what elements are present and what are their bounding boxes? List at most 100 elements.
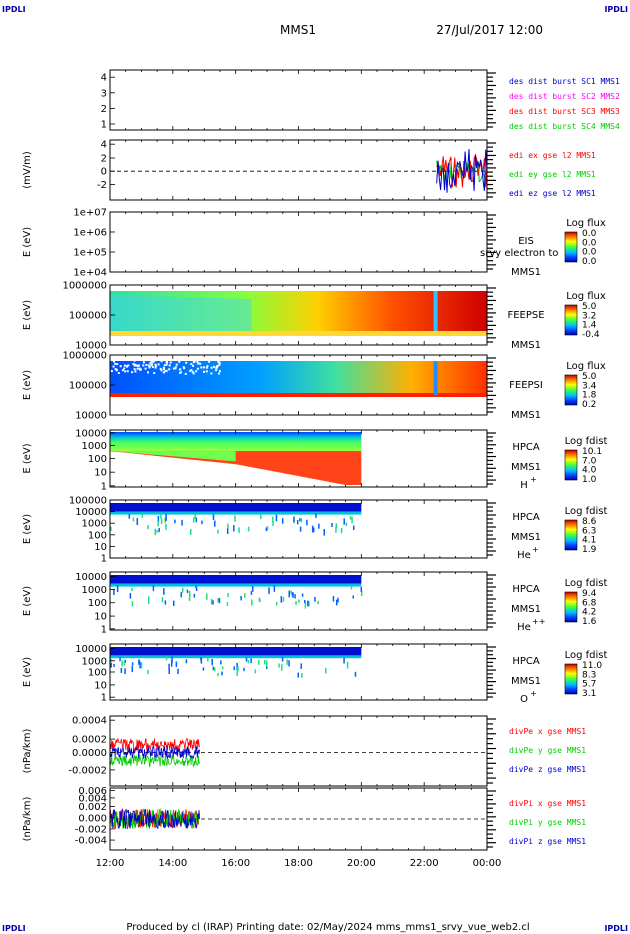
hpca-scatter	[160, 518, 163, 525]
hpca-scatter	[165, 523, 167, 530]
hpca-scatter	[290, 590, 292, 595]
hpca-scatter	[308, 601, 310, 607]
hpca-scatter	[181, 519, 183, 526]
panel-des: 4 3 2 1 des dist burst SC1 MMS1 des dist burs…	[101, 69, 620, 131]
y-axis-label: E (eV)	[22, 586, 33, 616]
feepsi-noise	[183, 367, 186, 370]
y-tick-label: 1	[101, 693, 107, 704]
y-axis-label: E (eV)	[22, 227, 33, 257]
hpca-scatter	[281, 656, 284, 662]
hpca-edge-band	[110, 583, 362, 587]
feepsi-noise	[216, 365, 219, 368]
hpca-scatter	[332, 596, 335, 602]
feepsi-noise	[131, 371, 134, 374]
legend-entry: divPe y gse MMS1	[509, 746, 586, 755]
feepsi-noise	[117, 372, 120, 375]
feepsi-noise	[184, 372, 187, 375]
colorbar-tick-label: -0.4	[582, 330, 600, 340]
feepsi-noise	[179, 371, 182, 374]
colorbar-tick-label: 0.0	[582, 248, 597, 258]
feepsi-noise	[142, 361, 145, 364]
hpca-scatter	[298, 599, 300, 603]
footer-credit: Produced by cl (IRAP) Printing date: 02/…	[126, 922, 529, 933]
panel-feepse: 1000000 100000 10000 E (eV) FEEPSE MMS1 Log fl…	[22, 281, 606, 352]
hpca-scatter	[113, 589, 115, 596]
feepsi-noise	[135, 364, 138, 367]
hpca-scatter	[175, 661, 178, 667]
feepsi-noise	[160, 369, 163, 372]
hpca-scatter	[272, 520, 274, 527]
y-tick-label: 1	[101, 624, 107, 635]
colorbar-title: Log fdist	[565, 650, 608, 661]
hpca-scatter	[192, 517, 195, 523]
hpca-scatter	[141, 513, 143, 518]
feepsi-noise	[125, 365, 128, 368]
feepsi-noise	[154, 365, 157, 368]
hpca-scatter	[288, 660, 290, 667]
colorbar-title: Log flux	[566, 218, 606, 229]
colorbar-tick-label: 1.6	[582, 617, 597, 627]
plot-frame	[109, 139, 488, 201]
series-y	[109, 753, 200, 768]
hpca-scatter	[131, 587, 133, 592]
hpca-scatter	[156, 529, 158, 534]
y-tick-label: 10000	[75, 341, 107, 352]
colorbar-tick-label: 6.3	[582, 526, 596, 536]
feepsi-noise	[113, 360, 116, 363]
time-tick-label: 16:00	[221, 858, 250, 869]
colorbar-tick-label: 10.1	[582, 447, 602, 457]
hpca-scatter	[317, 600, 319, 605]
hpca-scatter	[335, 523, 338, 528]
y-tick-label: 0.0004	[72, 716, 107, 727]
hpca-scatter	[128, 514, 131, 519]
corner-label-tl: IPDLI	[2, 5, 26, 14]
y-tick-label: 10	[94, 680, 107, 691]
feepsi-noise	[152, 360, 155, 363]
hpca-green-region	[110, 451, 236, 462]
species-label: H	[520, 480, 528, 491]
colorbar-title: Log fdist	[565, 436, 608, 447]
feepsi-noise	[138, 367, 141, 370]
hpca-scatter	[200, 657, 203, 664]
colorbar	[564, 519, 578, 551]
hpca-scatter	[174, 519, 176, 524]
legend-entry: des dist burst SC2 MMS2	[509, 92, 620, 101]
hpca-scatter	[251, 599, 253, 606]
feepsi-noise	[218, 363, 221, 366]
feepse-early-region	[110, 295, 252, 331]
hpca-scatter	[217, 529, 219, 534]
y-tick-label: 1e+04	[73, 268, 107, 279]
feepsi-noise	[136, 365, 139, 368]
colorbar-tick-label: 0.0	[582, 238, 597, 248]
colorbar-tick-label: 8.6	[582, 517, 597, 527]
hpca-scatter	[173, 600, 175, 607]
y-tick-label: 1e+06	[73, 227, 107, 238]
hpca-main-band	[110, 432, 362, 452]
panel-hpca_h: 10000 1000 100 10 1 E (eV) HPCA MMS1 H+ Log fdist…	[22, 428, 607, 492]
feepsi-noise	[168, 364, 171, 367]
legend-entry: des dist burst SC3 MMS3	[509, 107, 620, 116]
series-z	[109, 808, 200, 830]
hpca-scatter	[299, 526, 302, 532]
y-tick-label: 4	[101, 140, 107, 151]
plot-frame	[109, 211, 488, 273]
instrument-name: HPCA	[512, 512, 540, 523]
legend-entry: edi ex gse l2 MMS1	[509, 151, 596, 160]
y-tick-label: 100	[88, 530, 107, 541]
feepsi-noise	[205, 370, 208, 373]
hpca-scatter	[165, 656, 168, 661]
hpca-scatter	[226, 602, 229, 606]
panel-eis: 1e+07 1e+06 1e+05 1e+04 E (eV) EIS MMS1 srvy el…	[22, 208, 606, 279]
hpca-scatter	[193, 593, 196, 598]
hpca-scatter	[152, 585, 155, 592]
y-tick-label: 1000	[82, 441, 107, 452]
y-tick-label: 100000	[69, 311, 107, 322]
time-axis: 12:00 14:00 16:00 18:00 20:00 22:00 00:00	[96, 858, 502, 869]
y-tick-label: 1000000	[62, 351, 107, 362]
hpca-scatter	[352, 595, 354, 599]
y-axis-label: E (eV)	[22, 300, 33, 330]
hpca-scatter	[210, 598, 213, 605]
